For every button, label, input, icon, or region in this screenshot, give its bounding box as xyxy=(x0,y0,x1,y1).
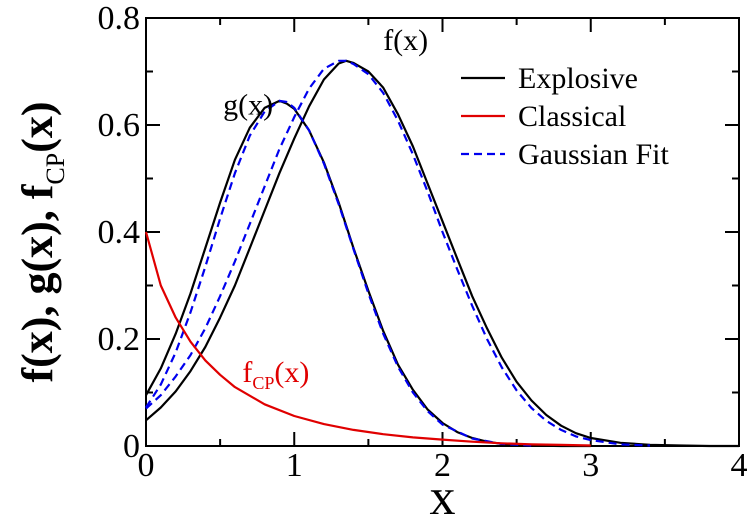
y-axis-title: f(x), g(x), fCP(x) xyxy=(13,101,70,382)
series-line xyxy=(145,99,532,447)
y-axis-title-part: f(x), g(x), f xyxy=(13,183,62,382)
annotations: g(x)f(x)fCP(x) xyxy=(223,24,428,393)
curve-label: f(x) xyxy=(383,24,428,57)
curve-label-main: g(x) xyxy=(223,88,273,121)
legend-label: Gaussian Fit xyxy=(518,138,670,171)
series-line xyxy=(144,231,591,447)
y-axis-title-part: (x) xyxy=(13,101,62,152)
x-tick-label: 3 xyxy=(582,447,599,484)
legend-label: Explosive xyxy=(518,62,638,95)
series-line xyxy=(145,59,651,447)
legend: Explosive Classical Gaussian Fit xyxy=(461,62,670,171)
x-tick-label: 0 xyxy=(138,447,155,484)
series-line xyxy=(145,59,739,448)
curve-label-suffix: (x) xyxy=(274,356,309,389)
axes: 0 1 2 3 400.20.40.60.8xf(x), g(x), fCP(x) xyxy=(13,0,748,520)
legend-label: Classical xyxy=(518,100,626,133)
y-tick-label: 0 xyxy=(123,428,140,465)
curve-label-main: f(x) xyxy=(383,24,428,57)
x-tick-label: 2 xyxy=(434,447,451,484)
curve-label-sub: CP xyxy=(252,373,274,393)
x-axis-title: x xyxy=(430,469,456,520)
y-tick-label: 0.6 xyxy=(98,107,141,144)
x-tick-label: 4 xyxy=(731,447,748,484)
x-tick-label: 1 xyxy=(286,447,303,484)
curve-label-main: f xyxy=(242,356,252,389)
series-group xyxy=(144,59,739,448)
curve-label: g(x) xyxy=(223,88,273,121)
curve-label: fCP(x) xyxy=(242,356,309,393)
y-tick-label: 0.4 xyxy=(98,214,141,251)
y-tick-label: 0.2 xyxy=(98,321,141,358)
y-tick-label: 0.8 xyxy=(98,0,141,37)
y-axis-title-sub: CP xyxy=(41,153,70,185)
